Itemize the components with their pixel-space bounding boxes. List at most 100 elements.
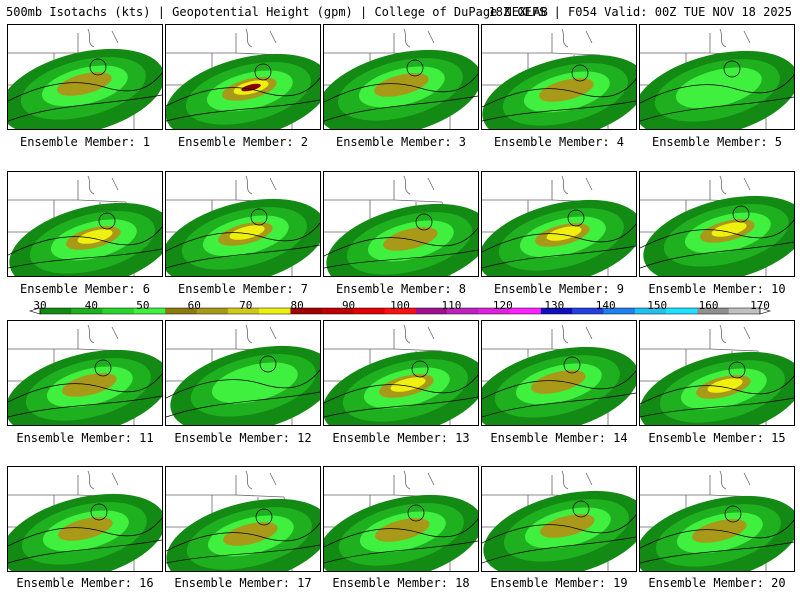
isotach-fill bbox=[640, 495, 794, 571]
scale-swatch bbox=[509, 308, 542, 314]
member-label: Ensemble Member: 14 bbox=[490, 431, 628, 445]
height-contours bbox=[482, 500, 636, 564]
isotach-fill bbox=[8, 349, 162, 425]
scale-tick-label: 120 bbox=[492, 299, 513, 312]
isotach-fill bbox=[643, 195, 794, 276]
scale-tick-label: 40 bbox=[84, 299, 99, 312]
wind-map bbox=[482, 470, 636, 571]
wind-map bbox=[640, 324, 794, 425]
ensemble-panel bbox=[165, 171, 321, 277]
scale-swatch bbox=[71, 308, 104, 314]
scale-swatch bbox=[478, 308, 511, 314]
ensemble-panel bbox=[481, 320, 637, 426]
height-contours bbox=[8, 503, 162, 564]
height-contours bbox=[640, 205, 794, 269]
chart-header: 500mb Isotachs (kts) | Geopotential Heig… bbox=[6, 4, 794, 20]
member-label: Ensemble Member: 10 bbox=[648, 282, 786, 296]
scale-swatch bbox=[540, 308, 573, 314]
isotach-fill bbox=[9, 202, 162, 276]
scale-tick-label: 110 bbox=[441, 299, 462, 312]
wind-map bbox=[8, 470, 162, 571]
member-label: Ensemble Member: 13 bbox=[332, 431, 470, 445]
scale-swatch bbox=[384, 308, 417, 314]
isotach-fill bbox=[482, 346, 636, 425]
scale-tick-label: 60 bbox=[187, 299, 201, 312]
member-label: Ensemble Member: 15 bbox=[648, 431, 786, 445]
member-label: Ensemble Member: 17 bbox=[174, 576, 312, 590]
member-label: Ensemble Member: 12 bbox=[174, 431, 312, 445]
height-contours bbox=[482, 209, 636, 269]
scale-outline bbox=[39, 307, 761, 315]
height-contours bbox=[166, 355, 320, 418]
ensemble-panel bbox=[7, 320, 163, 426]
ensemble-panel bbox=[7, 466, 163, 572]
scale-tick-label: 70 bbox=[239, 299, 253, 312]
isotach-fill bbox=[170, 345, 320, 425]
scale-swatch bbox=[446, 308, 479, 314]
member-label: Ensemble Member: 11 bbox=[16, 431, 154, 445]
isotach-fill bbox=[482, 54, 636, 129]
scale-tick-label: 170 bbox=[750, 299, 770, 312]
isotach-fill bbox=[166, 198, 320, 276]
member-label: Ensemble Member: 16 bbox=[16, 576, 154, 590]
ensemble-panel bbox=[323, 466, 479, 572]
isotach-fill bbox=[166, 498, 320, 571]
height-contours bbox=[640, 505, 794, 564]
scale-swatch bbox=[259, 308, 291, 314]
ensemble-panel bbox=[323, 24, 479, 130]
ensemble-panel bbox=[639, 466, 795, 572]
ensemble-panel bbox=[481, 24, 637, 130]
member-label: Ensemble Member: 4 bbox=[493, 135, 625, 149]
scale-tick-label: 150 bbox=[647, 299, 668, 312]
wind-map bbox=[640, 28, 794, 129]
scale-tick-label: 100 bbox=[390, 299, 410, 312]
isotach-fill bbox=[8, 493, 162, 571]
scale-swatch bbox=[603, 308, 636, 314]
isotach-fill bbox=[640, 50, 794, 129]
scale-swatch bbox=[290, 308, 323, 314]
height-contours bbox=[166, 508, 320, 564]
ensemble-panel bbox=[481, 466, 637, 572]
ensemble-panel bbox=[639, 320, 795, 426]
height-contours bbox=[324, 360, 478, 418]
scale-swatch bbox=[415, 308, 448, 314]
isotach-fill bbox=[483, 490, 636, 571]
scale-swatch bbox=[353, 308, 385, 314]
scale-swatch bbox=[666, 308, 698, 314]
height-contours bbox=[640, 361, 794, 418]
member-label: Ensemble Member: 8 bbox=[335, 282, 467, 296]
scale-swatch bbox=[133, 308, 166, 314]
wind-map bbox=[640, 470, 794, 571]
height-contours bbox=[482, 356, 636, 418]
member-label: Ensemble Member: 6 bbox=[19, 282, 151, 296]
wind-map bbox=[8, 28, 162, 129]
isotach-fill bbox=[326, 203, 478, 276]
height-contours bbox=[640, 60, 794, 122]
isotach-fill bbox=[640, 351, 794, 425]
scale-swatch bbox=[634, 308, 667, 314]
scale-swatch bbox=[728, 308, 761, 314]
isotach-fill bbox=[324, 494, 478, 571]
scale-swatch bbox=[196, 308, 229, 314]
wind-map bbox=[482, 175, 636, 276]
chart-title: 500mb Isotachs (kts) | Geopotential Heig… bbox=[6, 5, 548, 19]
height-contours bbox=[166, 63, 320, 122]
scale-swatch bbox=[697, 308, 730, 314]
scale-tick-label: 30 bbox=[33, 299, 47, 312]
run-info: 18Z GEFS | F054 Valid: 00Z TUE NOV 18 20… bbox=[488, 5, 792, 19]
member-label: Ensemble Member: 20 bbox=[648, 576, 786, 590]
scale-tick-label: 50 bbox=[136, 299, 150, 312]
height-contours bbox=[324, 59, 478, 122]
wind-map bbox=[8, 324, 162, 425]
height-contours bbox=[324, 213, 478, 269]
wind-map bbox=[324, 324, 478, 425]
ensemble-panel bbox=[165, 320, 321, 426]
ensemble-panel bbox=[7, 171, 163, 277]
ensemble-panel bbox=[481, 171, 637, 277]
scale-swatch bbox=[572, 308, 604, 314]
height-contours bbox=[166, 208, 320, 269]
scale-tick-label: 140 bbox=[595, 299, 616, 312]
isotach-fill bbox=[324, 49, 478, 129]
wind-map bbox=[166, 470, 320, 571]
wind-map bbox=[482, 28, 636, 129]
